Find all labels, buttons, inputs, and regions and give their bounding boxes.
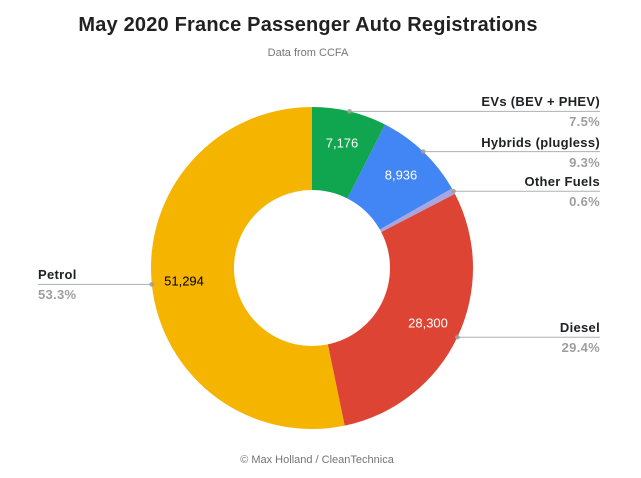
chart-title: May 2020 France Passenger Auto Registrat… (78, 14, 538, 36)
leader-dot (455, 334, 460, 340)
slice-other-fuels[interactable] (379, 188, 455, 233)
slice-hybrids-plugless[interactable] (347, 124, 453, 230)
leader-dot (451, 188, 456, 194)
slice-diesel[interactable] (327, 193, 474, 426)
leader-dot (347, 109, 352, 114)
slice-evs-bev-phev[interactable] (312, 107, 386, 199)
chart-subtitle: Data from CCFA (267, 47, 349, 59)
leader-dot (149, 282, 155, 287)
leader-dot (420, 149, 426, 155)
chart-footer: © Max Holland / CleanTechnica (240, 454, 394, 466)
slice-petrol[interactable] (150, 107, 345, 429)
